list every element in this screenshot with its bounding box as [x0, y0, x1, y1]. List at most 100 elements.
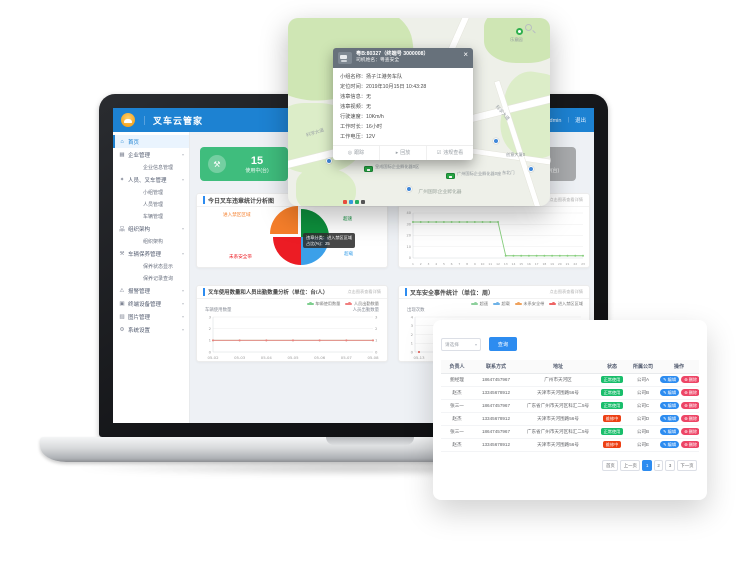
edit-button[interactable]: ✎ 编辑 — [660, 402, 680, 409]
edit-button[interactable]: ✎ 编辑 — [660, 389, 680, 396]
svg-text:1: 1 — [412, 262, 414, 266]
search-button[interactable]: 查询 — [489, 337, 517, 351]
sidebar-subitem[interactable]: 人员管理 — [113, 198, 189, 210]
svg-text:1: 1 — [411, 341, 414, 346]
playback-button[interactable]: ▸ 回放 — [379, 145, 426, 160]
cell-company: 公司B — [627, 386, 659, 400]
app-logo-icon — [121, 113, 135, 127]
svg-text:0: 0 — [409, 256, 411, 260]
home-icon: ⌂ — [120, 138, 124, 145]
popup-info-row: 工作时长：16小时 — [340, 123, 383, 130]
stat-card-in-use[interactable]: ⚒ 15 使用中(台) — [200, 147, 288, 181]
usage-line-chart[interactable]: 0 0 1 1 2 2 3 3 05-02 05-03 05-04 05-05 05-06 05-07 05… — [201, 314, 385, 360]
playback-icon: ▸ — [395, 149, 399, 156]
legend-item[interactable]: 人员出勤数量 — [345, 301, 379, 307]
pie-exploded-slice — [270, 206, 298, 234]
sidebar-subitem[interactable]: 保养记录查询 — [113, 272, 189, 284]
svg-text:05-08: 05-08 — [367, 355, 379, 360]
chevron-down-icon: ▾ — [181, 288, 184, 293]
app-title: 叉车云管家 — [153, 115, 204, 126]
panel-accent-bar — [405, 288, 407, 296]
svg-text:10: 10 — [407, 245, 411, 249]
delete-button[interactable]: ⊗ 删除 — [681, 428, 699, 435]
park-poi-icon[interactable] — [516, 28, 523, 35]
filter-select[interactable]: 请选择 ▾ — [441, 338, 481, 351]
cell-name: 张三一 — [441, 399, 473, 413]
close-icon[interactable]: × — [463, 50, 468, 59]
device-icon: ▣ — [119, 300, 125, 307]
forklift-marker-icon[interactable] — [446, 173, 455, 179]
sidebar-subitem[interactable]: 保养状态显示 — [113, 260, 189, 272]
pagination-item[interactable]: 上一页 — [620, 460, 641, 471]
sidebar-subitem[interactable]: 小组管理 — [113, 186, 189, 198]
map-poi-icon[interactable] — [528, 166, 534, 172]
sidebar-item-label: 保养状态显示 — [143, 263, 174, 270]
edit-button[interactable]: ✎ 编辑 — [660, 415, 680, 422]
svg-text:3: 3 — [427, 262, 429, 266]
sidebar-item[interactable]: ▦ 企业管理 ▾ — [113, 148, 189, 161]
svg-text:10: 10 — [481, 262, 485, 266]
column-header: 联系方式 — [473, 360, 519, 374]
delete-button[interactable]: ⊗ 删除 — [681, 389, 699, 396]
sidebar-subitem[interactable]: 车辆管理 — [113, 210, 189, 222]
status-badge: 正常使用 — [601, 389, 623, 396]
edit-button[interactable]: ✎ 编辑 — [660, 376, 680, 383]
column-header: 状态 — [597, 360, 627, 374]
pagination-item[interactable]: 3 — [665, 460, 675, 471]
delete-button[interactable]: ⊗ 删除 — [681, 376, 699, 383]
sidebar-item[interactable]: ⚒ 车辆保养管理 ▾ — [113, 247, 189, 260]
violation-view-button[interactable]: ☑ 违规查看 — [426, 145, 473, 160]
logout-link[interactable]: 退出 — [574, 118, 586, 124]
select-placeholder: 请选择 — [445, 341, 459, 347]
chevron-down-icon: ▾ — [181, 327, 184, 332]
sidebar-item[interactable]: 品组织架构 ▾ — [113, 222, 189, 235]
legend-item[interactable]: 未系安全带 — [514, 301, 544, 307]
sidebar-item[interactable]: ⚠ 报警管理 ▾ — [113, 284, 189, 297]
delete-button[interactable]: ⊗ 删除 — [681, 441, 699, 448]
pagination-item[interactable]: 2 — [653, 460, 664, 471]
svg-text:4: 4 — [411, 314, 414, 319]
sidebar-item[interactable]: ⌂ 首页 — [113, 135, 189, 148]
legend-item[interactable]: 进入禁区区域 — [549, 301, 583, 307]
map-poi-icon[interactable] — [326, 158, 332, 164]
panel-usage-chart: 叉车使用数量和人员出勤数量分析（单位：台/人） 点击图表查看详情 车辆使用数量人… — [196, 285, 388, 362]
svg-text:05-06: 05-06 — [314, 355, 326, 360]
cell-address: 天津市天河围路56号 — [519, 438, 597, 452]
sidebar-subitem[interactable]: 企业信息管理 — [113, 161, 189, 173]
svg-text:15: 15 — [519, 262, 523, 266]
sidebar-subitem[interactable]: 组织架构 — [113, 235, 189, 247]
pagination-item[interactable]: 1 — [642, 460, 652, 471]
delete-button[interactable]: ⊗ 删除 — [681, 415, 699, 422]
pagination-item[interactable]: 首页 — [602, 460, 619, 471]
column-header: 负责人 — [441, 360, 473, 374]
usage-legend: 车辆使用数量 人员出勤数量 — [306, 301, 379, 307]
sidebar-item[interactable]: ⚙ 系统设置 ▾ — [113, 323, 189, 336]
edit-button[interactable]: ✎ 编辑 — [660, 428, 680, 435]
legend-marker — [306, 302, 314, 305]
legend-item[interactable]: 车辆使用数量 — [306, 301, 340, 307]
cell-phone: 13345678912 — [473, 412, 519, 426]
sidebar-item[interactable]: ▣ 终端设备管理 ▾ — [113, 297, 189, 310]
track-button[interactable]: ◎ 跟踪 — [347, 149, 365, 157]
sidebar-item[interactable]: ✦ 人员、叉车管理 ▾ — [113, 173, 189, 186]
delete-button[interactable]: ⊗ 删除 — [681, 402, 699, 409]
panel-title: 叉车安全事件统计（单位：周） — [410, 290, 495, 297]
edit-button[interactable]: ✎ 编辑 — [660, 441, 680, 448]
status-badge: 维修中 — [603, 441, 621, 448]
forklift-marker-icon[interactable] — [364, 166, 373, 172]
gear-icon: ⚙ — [119, 326, 125, 333]
map-poi-icon[interactable] — [493, 138, 499, 144]
legend-item[interactable]: 超载 — [493, 301, 510, 307]
panel-title: 叉车使用数量和人员出勤数量分析（单位：台/人） — [208, 290, 329, 296]
sidebar-item[interactable]: ▨ 图片管理 ▾ — [113, 310, 189, 323]
map-poi-icon[interactable] — [406, 186, 412, 192]
pagination-item[interactable]: 下一页 — [676, 460, 697, 471]
table-row: 赵杰 13345678912 天津市天河围路56号 维修中 公司D ✎ 编辑 ⊗ 删除 — [441, 412, 699, 426]
legend-item[interactable]: 超速 — [471, 301, 488, 307]
y-axis-label-left: 出现次数 — [407, 307, 425, 312]
svg-text:4: 4 — [435, 262, 437, 266]
cell-company: 公司E — [627, 438, 659, 452]
org-chart-icon: 品 — [119, 226, 125, 233]
magnifier-icon[interactable] — [525, 24, 532, 31]
